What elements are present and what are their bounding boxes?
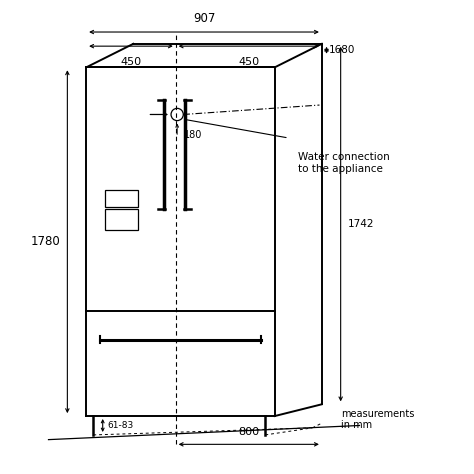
Text: 1742: 1742 bbox=[348, 219, 374, 229]
Text: Water connection
to the appliance: Water connection to the appliance bbox=[298, 152, 390, 174]
Bar bbox=[105, 209, 138, 230]
Text: 450: 450 bbox=[120, 56, 142, 66]
Text: 180: 180 bbox=[184, 130, 202, 140]
Text: 450: 450 bbox=[238, 56, 259, 66]
Text: 1680: 1680 bbox=[329, 45, 356, 55]
Bar bbox=[105, 191, 138, 207]
Text: 61-83: 61-83 bbox=[108, 421, 134, 430]
Text: 1780: 1780 bbox=[30, 235, 60, 248]
Text: 800: 800 bbox=[238, 427, 259, 438]
Text: measurements
in mm: measurements in mm bbox=[341, 409, 414, 430]
Text: 907: 907 bbox=[193, 12, 215, 25]
